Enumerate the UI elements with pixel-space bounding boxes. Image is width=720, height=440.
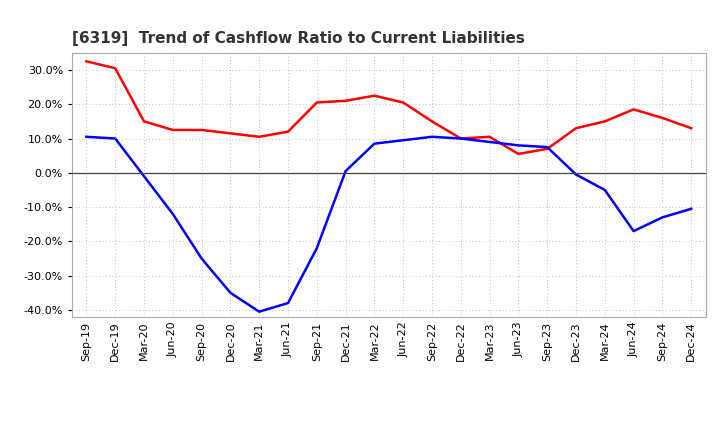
Operating CF to Current Liabilities	[658, 115, 667, 121]
Operating CF to Current Liabilities	[226, 131, 235, 136]
Operating CF to Current Liabilities	[82, 59, 91, 64]
Free CF to Current Liabilities	[111, 136, 120, 141]
Free CF to Current Liabilities	[687, 206, 696, 212]
Free CF to Current Liabilities	[514, 143, 523, 148]
Free CF to Current Liabilities	[658, 215, 667, 220]
Operating CF to Current Liabilities	[456, 136, 465, 141]
Line: Operating CF to Current Liabilities: Operating CF to Current Liabilities	[86, 61, 691, 154]
Operating CF to Current Liabilities	[168, 127, 177, 132]
Free CF to Current Liabilities	[312, 246, 321, 251]
Free CF to Current Liabilities	[255, 309, 264, 314]
Free CF to Current Liabilities	[226, 290, 235, 295]
Operating CF to Current Liabilities	[485, 134, 494, 139]
Free CF to Current Liabilities	[456, 136, 465, 141]
Free CF to Current Liabilities	[629, 228, 638, 234]
Line: Free CF to Current Liabilities: Free CF to Current Liabilities	[86, 137, 691, 312]
Operating CF to Current Liabilities	[543, 146, 552, 151]
Free CF to Current Liabilities	[399, 138, 408, 143]
Operating CF to Current Liabilities	[312, 100, 321, 105]
Operating CF to Current Liabilities	[572, 125, 580, 131]
Free CF to Current Liabilities	[428, 134, 436, 139]
Operating CF to Current Liabilities	[341, 98, 350, 103]
Free CF to Current Liabilities	[168, 211, 177, 216]
Free CF to Current Liabilities	[140, 174, 148, 179]
Operating CF to Current Liabilities	[600, 119, 609, 124]
Operating CF to Current Liabilities	[629, 107, 638, 112]
Free CF to Current Liabilities	[485, 139, 494, 145]
Operating CF to Current Liabilities	[687, 125, 696, 131]
Free CF to Current Liabilities	[600, 187, 609, 193]
Operating CF to Current Liabilities	[514, 151, 523, 157]
Operating CF to Current Liabilities	[428, 119, 436, 124]
Free CF to Current Liabilities	[572, 172, 580, 177]
Free CF to Current Liabilities	[370, 141, 379, 146]
Operating CF to Current Liabilities	[111, 66, 120, 71]
Operating CF to Current Liabilities	[284, 129, 292, 134]
Operating CF to Current Liabilities	[399, 100, 408, 105]
Operating CF to Current Liabilities	[140, 119, 148, 124]
Free CF to Current Liabilities	[341, 169, 350, 174]
Operating CF to Current Liabilities	[255, 134, 264, 139]
Free CF to Current Liabilities	[82, 134, 91, 139]
Operating CF to Current Liabilities	[370, 93, 379, 98]
Free CF to Current Liabilities	[284, 301, 292, 306]
Free CF to Current Liabilities	[543, 144, 552, 150]
Text: [6319]  Trend of Cashflow Ratio to Current Liabilities: [6319] Trend of Cashflow Ratio to Curren…	[72, 31, 525, 46]
Operating CF to Current Liabilities	[197, 127, 206, 132]
Free CF to Current Liabilities	[197, 256, 206, 261]
